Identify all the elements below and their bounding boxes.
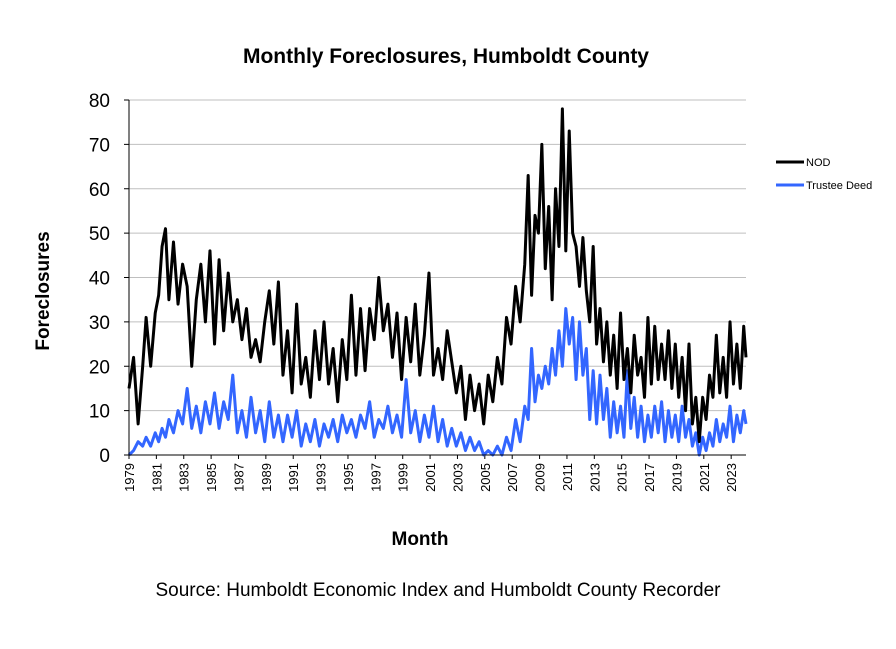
y-tick-label: 80	[89, 91, 110, 112]
y-tick-label: 40	[89, 269, 110, 290]
x-tick-label: 1979	[122, 463, 137, 492]
x-tick-label: 1981	[149, 463, 164, 492]
legend-label: Trustee Deed	[806, 180, 872, 192]
x-tick-label: 1999	[396, 463, 411, 492]
x-tick-labels: 1979 1981 1983 1985 1987 1989 1991 1993 1995 1997…	[122, 455, 739, 492]
y-tick-label: 30	[89, 313, 110, 334]
y-tick-label: 0	[99, 446, 110, 467]
x-tick-label: 2017	[642, 463, 657, 492]
x-tick-label: 2019	[669, 463, 684, 492]
series-line-nod	[127, 107, 748, 444]
x-tick-label: 2003	[450, 463, 465, 492]
chart-title: Monthly Foreclosures, Humboldt County	[243, 45, 649, 68]
series-lines	[127, 107, 748, 457]
y-axis-title: Foreclosures	[33, 231, 54, 350]
y-tick-labels: 0 10 20 30 40 50 60 70 80	[89, 91, 129, 467]
x-tick-label: 2009	[533, 463, 548, 492]
y-tick-label: 10	[89, 402, 110, 423]
series-line-trustee-deed	[127, 307, 748, 457]
y-tick-label: 60	[89, 180, 110, 201]
x-tick-label: 1983	[177, 463, 192, 492]
y-tick-label: 70	[89, 135, 110, 156]
x-tick-label: 2007	[505, 463, 520, 492]
y-tick-label: 50	[89, 224, 110, 245]
source-note: Source: Humboldt Economic Index and Humb…	[155, 580, 721, 601]
y-tick-label: 20	[89, 357, 110, 378]
x-tick-label: 1995	[341, 463, 356, 492]
x-tick-label: 1989	[259, 463, 274, 492]
x-axis-title: Month	[392, 529, 449, 550]
legend-label: NOD	[806, 157, 831, 169]
x-tick-label: 1993	[314, 463, 329, 492]
x-tick-label: 2011	[560, 463, 575, 491]
x-tick-label: 2013	[587, 463, 602, 492]
x-tick-label: 1987	[231, 463, 246, 492]
x-tick-label: 2005	[478, 463, 493, 492]
x-tick-label: 2001	[423, 463, 438, 492]
x-tick-label: 2015	[615, 463, 630, 492]
x-tick-label: 1997	[368, 463, 383, 492]
x-tick-label: 2023	[724, 463, 739, 492]
x-tick-label: 2021	[697, 463, 712, 492]
x-tick-label: 1991	[286, 463, 301, 492]
x-tick-label: 1985	[204, 463, 219, 492]
legend: NOD Trustee Deed	[776, 157, 872, 192]
